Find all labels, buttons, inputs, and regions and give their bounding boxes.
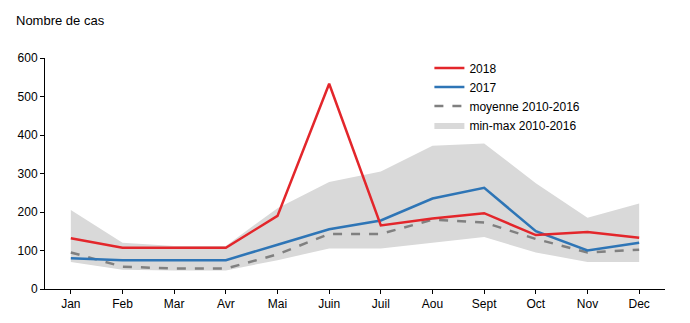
svg-text:Avr: Avr <box>217 297 235 311</box>
svg-text:2017: 2017 <box>469 81 496 95</box>
svg-text:400: 400 <box>18 128 38 142</box>
svg-text:0: 0 <box>31 282 38 296</box>
svg-text:600: 600 <box>18 51 38 65</box>
svg-text:moyenne 2010-2016: moyenne 2010-2016 <box>469 100 579 114</box>
svg-text:Juil: Juil <box>372 297 390 311</box>
svg-text:Nov: Nov <box>577 297 598 311</box>
svg-text:300: 300 <box>18 167 38 181</box>
svg-text:Jan: Jan <box>61 297 80 311</box>
svg-text:Feb: Feb <box>112 297 133 311</box>
svg-text:200: 200 <box>18 205 38 219</box>
svg-text:500: 500 <box>18 90 38 104</box>
svg-text:100: 100 <box>18 244 38 258</box>
svg-text:2018: 2018 <box>469 62 496 76</box>
svg-text:min-max 2010-2016: min-max 2010-2016 <box>469 119 576 133</box>
svg-text:Nombre de cas: Nombre de cas <box>16 13 105 28</box>
svg-text:Dec: Dec <box>628 297 649 311</box>
svg-text:Mar: Mar <box>164 297 185 311</box>
svg-text:Juin: Juin <box>318 297 340 311</box>
svg-text:Oct: Oct <box>526 297 545 311</box>
svg-text:Mai: Mai <box>268 297 287 311</box>
svg-text:Sept: Sept <box>472 297 497 311</box>
svg-text:Aou: Aou <box>422 297 443 311</box>
